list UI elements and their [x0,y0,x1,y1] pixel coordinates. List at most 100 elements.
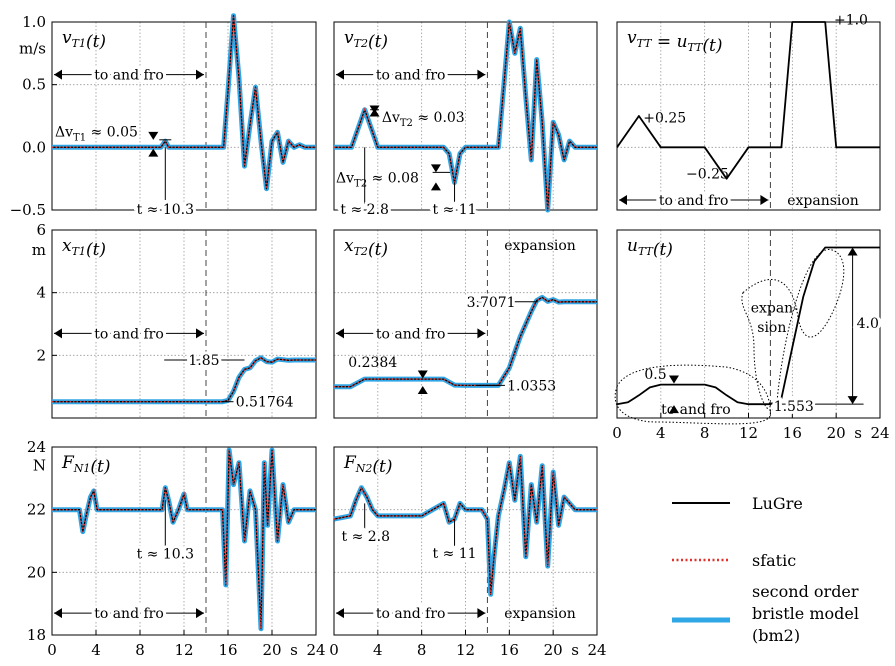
x-tick-label: 12 [174,641,193,659]
annotation-rest: ≈ 0.05 [86,124,138,140]
x-tick-label: 24 [870,424,889,442]
legend-bm2-label-2: bristle model [752,604,859,623]
series-lugre-line [52,15,316,190]
span-arrow-left [54,69,62,80]
plot-frame [333,21,598,211]
panel-3: vTT = uTT(t)+0.25−0.25+1.0to and fro expa… [616,13,881,212]
span-arrow-left [619,194,627,205]
annotation-sub: T2 [354,179,367,190]
arrowhead [148,131,159,140]
x-tick-label: 20 [262,641,281,659]
span-arrow-left [54,328,62,339]
annotation-phase: to and fro [661,402,731,418]
series-sfatic-line [334,296,597,388]
panel-title: xT2(t) [344,236,388,260]
y-axis-unit: N [33,457,46,475]
panel-title-part: x [344,236,354,256]
y-tick-label: 2 [36,346,46,364]
legend-sfatic-label: sfatic [752,551,796,570]
plot-frame [333,229,598,419]
span-arrow-right [196,328,204,339]
arrowhead [417,386,428,395]
panel-title-part: v [627,28,637,48]
annotation-time: t ≈ 11 [433,202,477,218]
annotation-phase: to and fro [94,68,164,84]
annotation-rest: ≈ 0.03 [413,110,465,126]
annotation-time: t ≈ 10.3 [137,202,194,218]
x-tick-label: 0 [329,641,339,659]
panel-title: FN1(t) [61,453,111,477]
annotation-value: +0.25 [643,110,686,126]
plot-frame [51,21,317,211]
panel-title-subscript: TT [688,41,705,54]
panel-title: vT1(t) [62,28,106,52]
panel-title: vTT = uTT(t) [627,28,723,56]
y-tick-label: 0.0 [22,138,46,156]
x-tick-label: 8 [417,641,427,659]
panel-8: 0 4 8 12 16 20 s 24 FN2(t) to and fro expansion t ≈… [329,446,607,659]
annotation-value: 0.5 [644,367,666,383]
panel-title: uTT(t) [627,236,673,260]
panel-title-subscript: N1 [73,462,91,475]
annotation-value: 1.553 [774,399,814,415]
y-tick-label: 4 [36,284,46,302]
panel-title: FN2(t) [343,453,393,477]
x-tick-label: 24 [306,641,325,659]
legend-lugre-label: LuGre [752,494,803,513]
span-arrow-right [477,69,486,80]
panel-title-part: v [344,28,354,48]
x-tick-label: 0 [47,641,57,659]
series-sfatic-line [52,449,316,629]
legend-bm2-label-1: second order [752,582,859,601]
panel-title-subscript: T1 [72,245,86,258]
x-tick-label: 8 [135,641,145,659]
panel-title-part: (t) [86,32,106,52]
annotation-phase: expansion [504,606,576,622]
annotation-delta-v-up: ΔvT2 ≈ 0.03 [382,110,465,129]
arrowhead [148,148,159,157]
panel-title-part: (t) [90,457,110,477]
plot-frame [616,21,881,211]
annotation-time: t ≈ 2.8 [340,202,389,218]
series-lugre-line [616,246,880,406]
annotation-phase: expansion [787,193,859,209]
x-tick-label: 16 [783,424,802,442]
annotation-rest: ≈ 0.08 [367,171,419,187]
panel-title-part: (t) [372,457,392,477]
series-sfatic-line [333,456,597,595]
x-tick-label: 16 [500,641,519,659]
panel-5: xT2(t) to and fro expansion 3.7071 0.2384 1.0… [333,229,598,419]
annotation-phase: to and fro [376,68,446,84]
arrowhead [430,182,441,191]
arrowhead [668,405,679,414]
annotation-value: 1.85 [188,353,219,369]
y-tick-label: −0.5 [10,201,46,219]
panel-title-part: u [627,236,638,256]
series-sfatic-line [52,356,316,403]
arrowhead [430,164,441,173]
panel-title-part: F [343,453,357,473]
region-expansion [741,249,845,411]
span-arrow-right [477,608,486,619]
annotation-phase: sion [757,320,786,336]
plot-frame [51,229,317,419]
y-tick-label: 20 [27,563,46,581]
x-tick-label: 12 [739,424,758,442]
panel-title-part: (t) [368,240,388,260]
span-arrow-left [336,328,344,339]
span-arrow-left [54,608,62,619]
legend: LuGre sfatic second order bristle model … [672,494,859,645]
annotation-value: 0.51764 [236,395,294,411]
annotation-phase: expansion [504,238,576,254]
annotation-sub: T1 [73,132,86,143]
y-tick-label: 24 [27,438,46,456]
annotation-phase: to and fro [376,326,446,342]
x-tick-label: 20 [827,424,846,442]
panel-title-part: (t) [368,32,388,52]
x-tick-label: s [571,641,579,659]
annotation-value: +1.0 [834,13,868,29]
panel-title-part: (t) [653,240,673,260]
